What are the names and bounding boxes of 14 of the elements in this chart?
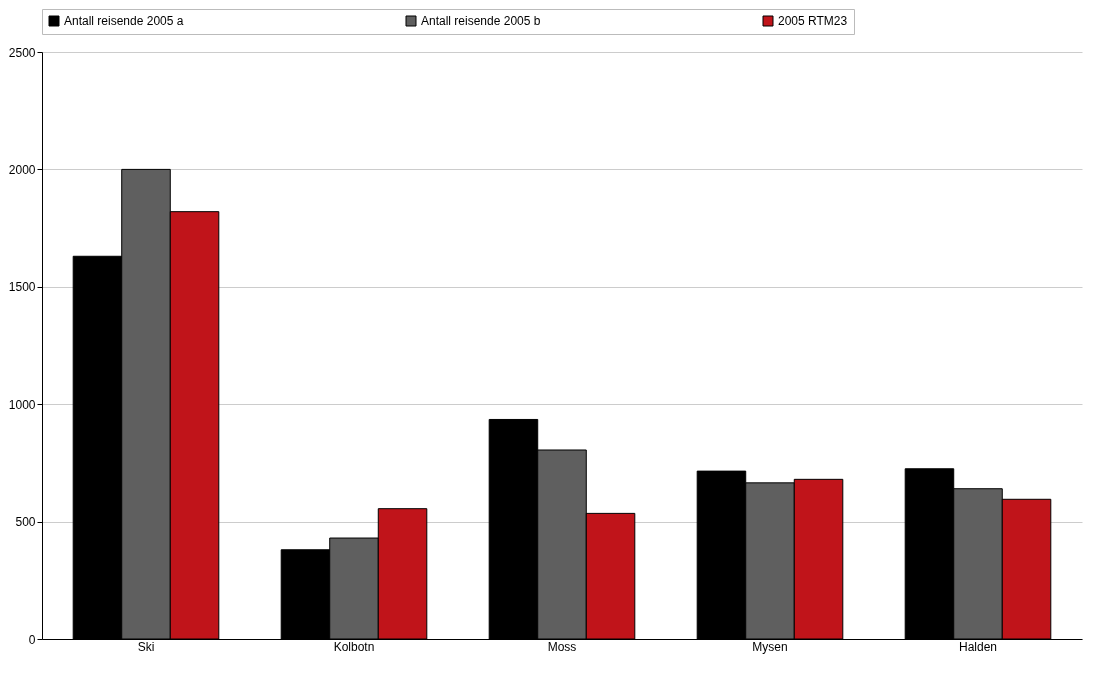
y-tick-label: 2500 [8,45,36,60]
x-tick-label: Halden [958,639,998,654]
x-tick-label: Kolbotn [333,639,375,654]
y-tick-label: 1000 [8,397,36,412]
legend-label: Antall reisende 2005 a [64,14,184,28]
legend-label: 2005 RTM23 [778,14,848,28]
x-tick-label: Mysen [752,639,788,654]
y-tick-label: 2000 [8,162,36,177]
y-tick-label: 1500 [8,280,36,295]
x-tick-label: Ski [137,639,155,654]
legend-label: Antall reisende 2005 b [421,14,541,28]
y-tick-label: 0 [28,632,36,647]
y-tick-label: 500 [15,515,36,530]
x-tick-label: Moss [547,639,577,654]
